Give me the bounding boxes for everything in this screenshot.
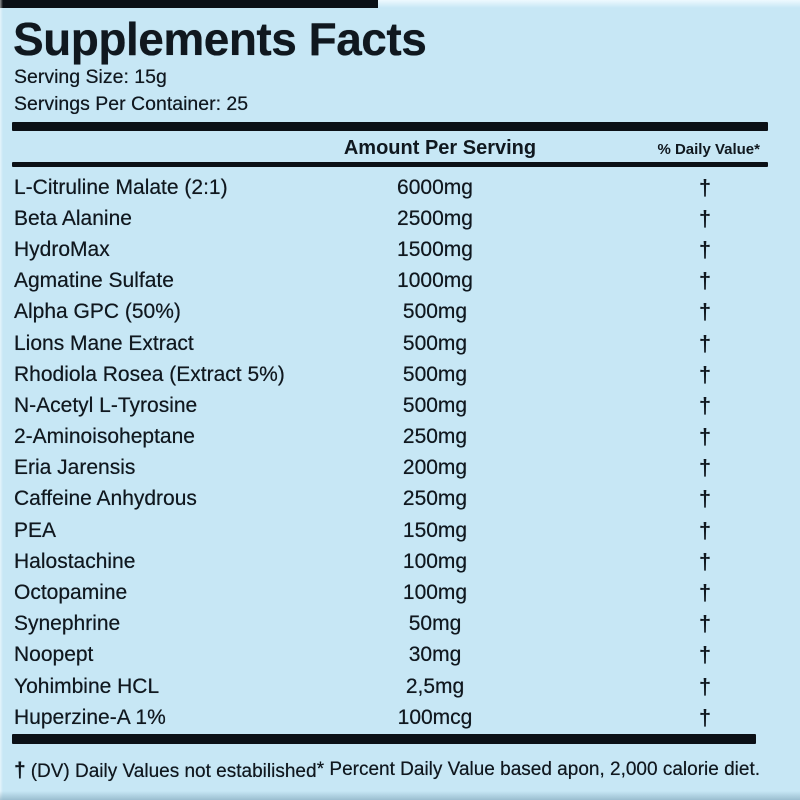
table-row: Octopamine 100mg †	[0, 577, 800, 608]
table-row: HydroMax 1500mg †	[0, 234, 800, 265]
amount-value: 200mg	[402, 456, 468, 480]
top-edge-highlight	[0, 0, 800, 8]
amount-value: 100mg	[402, 549, 468, 573]
amount-value: 1500mg	[397, 237, 473, 261]
ingredient-name: Halostachine	[14, 549, 136, 573]
amount-value: 100mg	[402, 581, 468, 605]
column-header-amount: Amount Per Serving	[343, 137, 537, 159]
amount-value: 2,5mg	[405, 674, 465, 698]
serving-size-text: Serving Size: 15g	[14, 66, 167, 88]
ingredient-name: Octopamine	[14, 581, 128, 605]
table-row: Lions Mane Extract 500mg †	[0, 328, 800, 359]
daily-value-symbol: †	[698, 548, 712, 574]
daily-value-symbol: †	[698, 704, 712, 730]
table-row: Halostachine 100mg †	[0, 546, 800, 577]
ingredient-name: Eria Jarensis	[14, 456, 136, 480]
ingredient-name: L-Citruline Malate (2:1)	[14, 175, 228, 199]
ingredient-table: L-Citruline Malate (2:1) 6000mg † Beta Alan…	[0, 172, 800, 733]
daily-value-symbol: †	[698, 642, 712, 668]
ingredient-name: Agmatine Sulfate	[14, 269, 174, 293]
amount-value: 50mg	[408, 612, 462, 636]
divider-header	[12, 162, 768, 167]
ingredient-name: Beta Alanine	[14, 206, 132, 230]
daily-value-symbol: †	[698, 330, 712, 356]
ingredient-name: Synephrine	[14, 612, 121, 636]
table-row: Noopept 30mg †	[0, 640, 800, 671]
dv-footnote: † (DV) Daily Values not estabilished	[14, 759, 317, 783]
daily-value-symbol: †	[698, 299, 712, 325]
table-row: Rhodiola Rosea (Extract 5%) 500mg †	[0, 359, 800, 390]
bottom-edge-shadow	[0, 791, 800, 800]
ingredient-name: Lions Mane Extract	[14, 331, 194, 355]
ingredient-name: Alpha GPC (50%)	[14, 300, 181, 324]
ingredient-name: Noopept	[14, 643, 94, 667]
amount-value: 1000mg	[397, 269, 473, 293]
daily-value-symbol: †	[698, 517, 712, 543]
daily-value-symbol: †	[698, 205, 712, 231]
table-row: N-Acetyl L-Tyrosine 500mg †	[0, 390, 800, 421]
percent-footnote: * Percent Daily Value based apon, 2,000 …	[316, 759, 760, 780]
table-row: 2-Aminoisoheptane 250mg †	[0, 422, 800, 453]
divider-thick-top	[12, 122, 768, 131]
daily-value-symbol: †	[698, 611, 712, 637]
amount-value: 2500mg	[397, 206, 473, 230]
daily-value-symbol: †	[698, 580, 712, 606]
amount-value: 250mg	[402, 425, 468, 449]
left-edge-highlight	[0, 0, 3, 800]
amount-value: 6000mg	[397, 175, 473, 199]
table-row: Yohimbine HCL 2,5mg †	[0, 671, 800, 702]
amount-value: 30mg	[408, 643, 462, 667]
ingredient-name: N-Acetyl L-Tyrosine	[14, 393, 198, 417]
daily-value-symbol: †	[698, 486, 712, 512]
table-row: Alpha GPC (50%) 500mg †	[0, 297, 800, 328]
daily-value-symbol: †	[698, 174, 712, 200]
panel-title: Supplements Facts	[13, 13, 427, 65]
dv-footnote-text: (DV) Daily Values not estabilished	[30, 761, 317, 782]
table-row: Synephrine 50mg †	[0, 609, 800, 640]
ingredient-name: PEA	[14, 518, 57, 542]
daily-value-symbol: †	[698, 392, 712, 418]
daily-value-symbol: †	[698, 673, 712, 699]
amount-value: 500mg	[402, 331, 468, 355]
servings-per-container-text: Servings Per Container: 25	[14, 93, 249, 115]
ingredient-name: 2-Aminoisoheptane	[14, 425, 195, 449]
ingredient-name: Huperzine-A 1%	[14, 705, 166, 729]
column-header-daily-value: % Daily Value*	[657, 141, 760, 158]
table-row: Huperzine-A 1% 100mcg †	[0, 702, 800, 733]
top-border-bar	[0, 0, 378, 8]
ingredient-name: Rhodiola Rosea (Extract 5%)	[14, 362, 285, 386]
table-row: Agmatine Sulfate 1000mg †	[0, 266, 800, 297]
daily-value-symbol: †	[698, 236, 712, 262]
table-row: Caffeine Anhydrous 250mg †	[0, 484, 800, 515]
daily-value-symbol: †	[698, 361, 712, 387]
footnotes: † (DV) Daily Values not estabilished * Pe…	[14, 759, 760, 783]
ingredient-name: HydroMax	[14, 237, 110, 261]
daily-value-symbol: †	[698, 268, 712, 294]
amount-value: 500mg	[402, 393, 468, 417]
amount-value: 250mg	[402, 487, 468, 511]
amount-value: 500mg	[402, 300, 468, 324]
amount-value: 150mg	[402, 518, 468, 542]
daily-value-symbol: †	[698, 455, 712, 481]
amount-value: 100mcg	[397, 705, 473, 729]
table-row: Eria Jarensis 200mg †	[0, 453, 800, 484]
divider-thick-bottom	[12, 734, 756, 744]
amount-value: 500mg	[402, 362, 468, 386]
table-row: PEA 150mg †	[0, 515, 800, 546]
ingredient-name: Caffeine Anhydrous	[14, 487, 197, 511]
table-row: Beta Alanine 2500mg †	[0, 203, 800, 234]
table-row: L-Citruline Malate (2:1) 6000mg †	[0, 172, 800, 203]
ingredient-name: Yohimbine HCL	[14, 674, 160, 698]
daily-value-symbol: †	[698, 424, 712, 450]
dagger-symbol: †	[14, 759, 26, 782]
